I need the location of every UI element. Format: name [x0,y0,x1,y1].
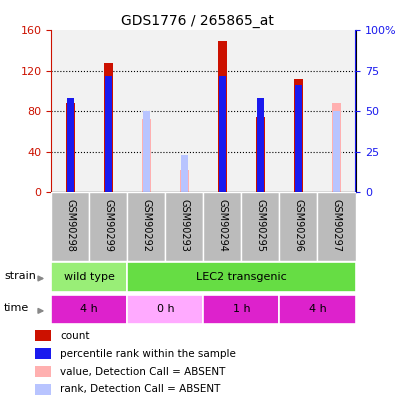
Bar [218,40,227,192]
Text: GSM90292: GSM90292 [141,199,151,252]
Text: GSM90297: GSM90297 [331,199,342,252]
Bar [332,103,341,192]
Bar [241,30,279,192]
Bar [333,111,340,192]
Text: 4 h: 4 h [308,305,326,314]
Bar [103,63,113,192]
Bar [257,98,264,192]
Text: count: count [60,330,90,341]
Bar [143,111,150,192]
Text: LEC2 transgenic: LEC2 transgenic [196,272,287,282]
Text: GSM90299: GSM90299 [103,199,113,252]
Text: GSM90293: GSM90293 [179,199,190,252]
Text: time: time [4,303,29,313]
Bar [318,192,356,261]
Bar [142,119,151,192]
Text: rank, Detection Call = ABSENT: rank, Detection Call = ABSENT [60,384,220,394]
Bar [51,192,89,261]
Bar [105,76,112,192]
Bar [181,155,188,192]
Bar [203,192,241,261]
Bar [166,30,203,192]
Bar [35,348,51,359]
Bar [279,295,356,324]
Bar [180,170,189,192]
Bar [203,295,279,324]
Text: 1 h: 1 h [233,305,250,314]
Bar [127,192,166,261]
Text: GSM90298: GSM90298 [65,199,75,252]
Text: GSM90296: GSM90296 [293,199,303,252]
Bar [256,117,265,192]
Bar [241,192,279,261]
Bar [127,30,166,192]
Bar [67,98,74,192]
Bar [318,30,356,192]
Bar [35,384,51,395]
Bar [294,79,303,192]
Text: value, Detection Call = ABSENT: value, Detection Call = ABSENT [60,367,226,377]
Bar [127,295,203,324]
Bar [89,192,127,261]
Bar [127,262,356,292]
Bar [279,192,318,261]
Bar [66,103,75,192]
Text: 0 h: 0 h [156,305,174,314]
Bar [89,30,127,192]
Text: GSM90295: GSM90295 [256,199,265,252]
Bar [51,295,127,324]
Text: strain: strain [4,271,36,281]
Text: GSM90294: GSM90294 [217,199,228,252]
Text: wild type: wild type [64,272,115,282]
Bar [166,192,203,261]
Bar [295,85,302,192]
Bar [279,30,318,192]
Text: percentile rank within the sample: percentile rank within the sample [60,349,236,358]
Bar [203,30,241,192]
Bar [51,262,127,292]
Text: GDS1776 / 265865_at: GDS1776 / 265865_at [121,14,274,28]
Bar [51,30,89,192]
Bar [219,76,226,192]
Bar [35,366,51,377]
Bar [35,330,51,341]
Text: 4 h: 4 h [81,305,98,314]
